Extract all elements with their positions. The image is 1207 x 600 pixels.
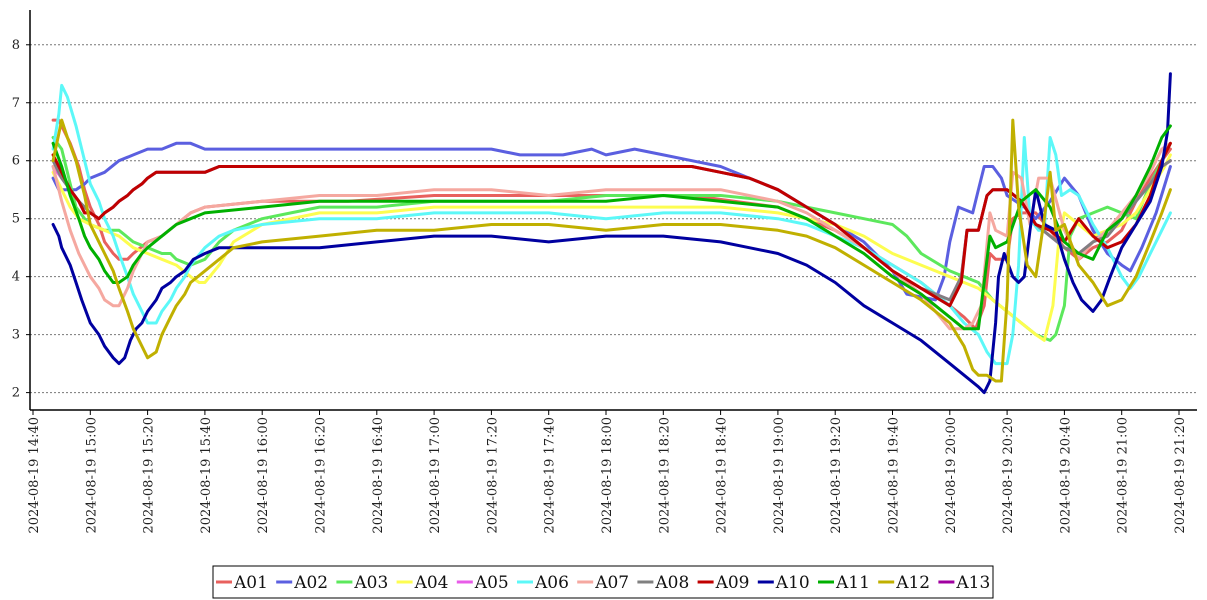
legend-label: A01 [233, 573, 268, 593]
x-tick-label: 2024-08-19 17:00 [428, 417, 443, 534]
x-tick-label: 2024-08-19 18:40 [715, 417, 730, 534]
y-tick-label: 7 [12, 96, 20, 111]
x-tick-label: 2024-08-19 20:40 [1058, 417, 1073, 534]
x-tick-label: 2024-08-19 16:00 [256, 417, 271, 534]
grid-lines [30, 44, 1197, 394]
y-tick-label: 6 [12, 154, 20, 169]
y-tick-label: 8 [12, 38, 20, 53]
y-tick-label: 4 [12, 270, 20, 285]
legend-label: A02 [293, 573, 328, 593]
x-tick-label: 2024-08-19 15:20 [142, 417, 157, 534]
series-line-a07 [51, 141, 1172, 331]
series-lines [51, 72, 1172, 395]
x-tick-label: 2024-08-19 17:40 [543, 417, 558, 534]
x-tick-label: 2024-08-19 20:00 [944, 417, 959, 534]
x-tick-label: 2024-08-19 20:20 [1001, 417, 1016, 534]
x-tick-label: 2024-08-19 18:20 [657, 417, 672, 534]
legend-label: A06 [534, 573, 569, 593]
legend: A01 A02 A03 A04 A05 A06 A07 A08 A09 A10 A11 A12 A13 [212, 565, 994, 599]
y-tick-label: 2 [12, 386, 20, 401]
series-line-a10 [51, 72, 1172, 395]
legend-label: A13 [955, 573, 990, 593]
legend-label: A09 [715, 573, 750, 593]
series-line-a09 [51, 141, 1172, 308]
series-line-a06 [51, 83, 1172, 366]
x-tick-label: 2024-08-19 19:00 [772, 417, 787, 534]
series-line-a01 [51, 118, 1172, 331]
x-tick-label: 2024-08-19 19:20 [829, 417, 844, 534]
x-tick-label: 2024-08-19 16:20 [314, 417, 329, 534]
legend-label: A11 [835, 573, 870, 593]
x-tick-label: 2024-08-19 21:20 [1173, 417, 1188, 534]
x-tick-label: 2024-08-19 17:20 [485, 417, 500, 534]
legend-label: A03 [353, 573, 388, 593]
x-tick-label: 2024-08-19 14:40 [27, 417, 42, 534]
legend-label: A04 [414, 573, 449, 593]
y-tick-label: 3 [12, 328, 20, 343]
x-axis-ticks: 2024-08-19 14:40 2024-08-19 15:00 2024-08-… [27, 410, 1188, 534]
legend-label: A05 [474, 573, 509, 593]
series-line-a03 [51, 136, 1172, 342]
legend-label: A07 [594, 573, 629, 593]
x-tick-label: 2024-08-19 15:00 [84, 417, 99, 534]
legend-label: A12 [895, 573, 930, 593]
x-tick-label: 2024-08-19 21:00 [1116, 417, 1131, 534]
x-tick-label: 2024-08-19 18:00 [600, 417, 615, 534]
y-axis-ticks: 2 3 4 5 6 7 8 [12, 38, 30, 401]
x-tick-label: 2024-08-19 15:40 [199, 417, 214, 534]
series-line-a11 [51, 124, 1172, 331]
x-tick-label: 2024-08-19 16:40 [371, 417, 386, 534]
legend-label: A08 [654, 573, 689, 593]
x-tick-label: 2024-08-19 19:40 [887, 417, 902, 534]
y-tick-label: 5 [12, 212, 20, 227]
series-line-a12 [51, 118, 1172, 383]
axes [29, 10, 1197, 411]
legend-label: A10 [775, 573, 810, 593]
